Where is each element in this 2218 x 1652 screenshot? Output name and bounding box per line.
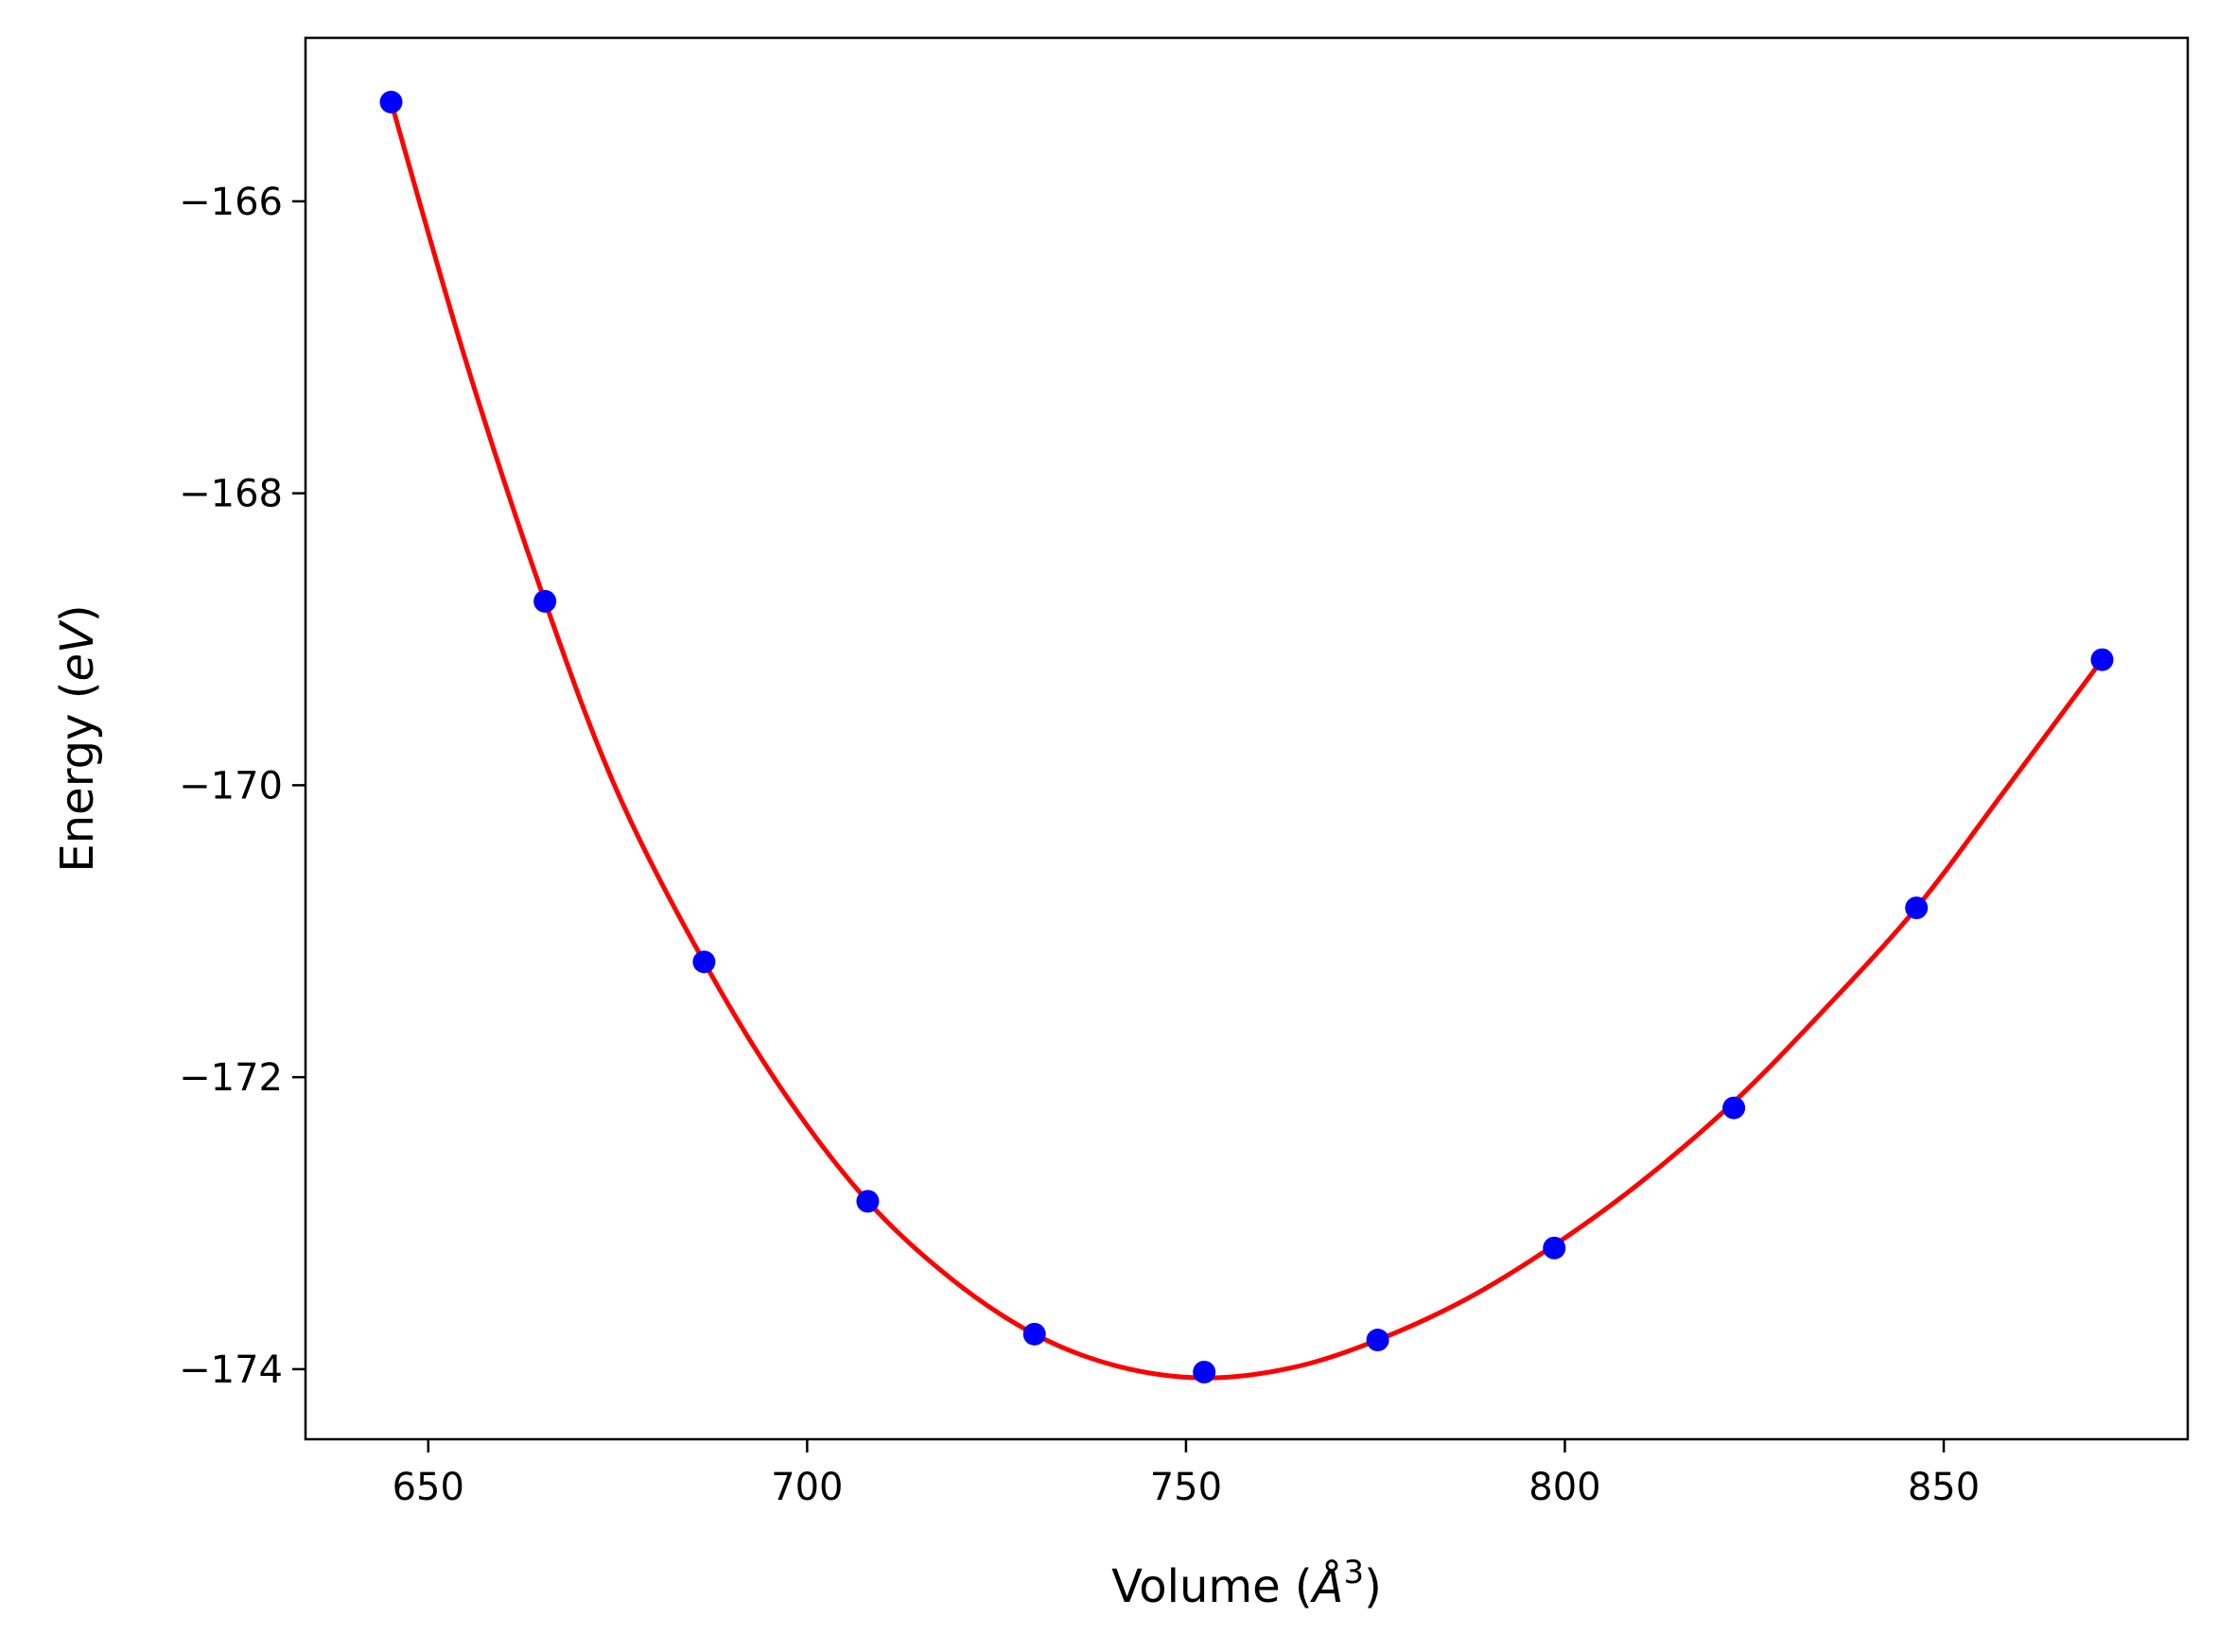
data-point xyxy=(1905,896,1929,920)
x-axis-label-suffix: ) xyxy=(1364,1560,1382,1613)
x-tick-label: 850 xyxy=(1908,1466,1980,1509)
data-point xyxy=(1543,1236,1566,1260)
y-tick-label: −172 xyxy=(179,1056,283,1100)
data-point xyxy=(533,589,557,613)
data-point xyxy=(2090,648,2114,671)
fit-curve-line xyxy=(389,101,2104,1381)
data-point xyxy=(856,1190,880,1213)
y-tick-label: −170 xyxy=(179,764,283,808)
x-tick-label: 800 xyxy=(1528,1466,1600,1509)
data-points-layer xyxy=(379,90,2114,1383)
x-tick-label: 700 xyxy=(771,1466,843,1509)
x-tick-label: 750 xyxy=(1150,1466,1222,1509)
y-axis-label-suffix: ) xyxy=(51,604,104,622)
data-point xyxy=(379,90,403,113)
data-point xyxy=(1366,1329,1389,1352)
data-point xyxy=(692,950,716,974)
plot-frame xyxy=(304,36,2190,1441)
y-axis-ticks: −166 −168 −170 −172 −174 xyxy=(179,181,306,1392)
y-tick-label: −166 xyxy=(179,181,283,224)
y-axis-label-prefix: Energy ( xyxy=(51,682,104,873)
fit-curve-layer xyxy=(389,101,2104,1381)
x-axis-ticks: 650 700 750 800 850 xyxy=(393,1439,1980,1509)
data-point xyxy=(1022,1322,1046,1346)
x-axis-label-exponent: 3 xyxy=(1343,1554,1364,1591)
y-axis-label-variable: eV xyxy=(51,619,104,682)
y-tick-label: −168 xyxy=(179,473,283,516)
x-axis-label-prefix: Volume ( xyxy=(1111,1560,1313,1613)
x-axis-label: Volume (Å3) xyxy=(1111,1554,1382,1613)
x-axis-label-variable: Å xyxy=(1310,1559,1344,1613)
y-tick-label: −174 xyxy=(179,1348,283,1392)
x-tick-label: 650 xyxy=(393,1466,464,1509)
data-point xyxy=(1193,1360,1216,1383)
y-axis-label: Energy (eV) xyxy=(51,604,104,872)
data-point xyxy=(1722,1096,1746,1120)
